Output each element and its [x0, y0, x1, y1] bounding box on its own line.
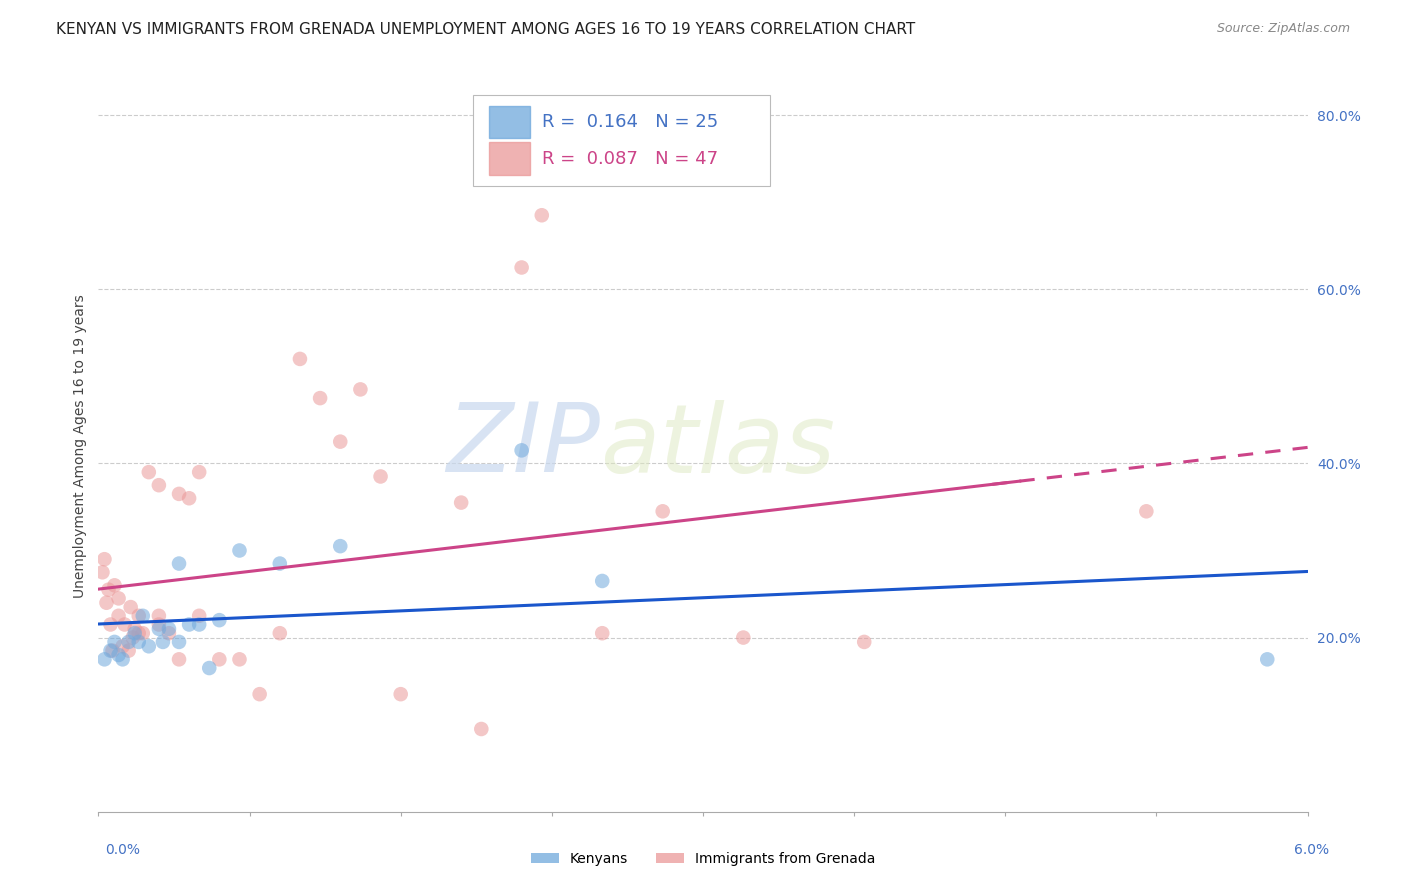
- Point: [198, 661, 221, 675]
- Point: [128, 626, 150, 640]
- Point: [111, 640, 134, 654]
- Text: R =  0.164   N = 25: R = 0.164 N = 25: [543, 113, 718, 131]
- Point: [167, 635, 190, 649]
- Point: [111, 652, 134, 666]
- Y-axis label: Unemployment Among Ages 16 to 19 years: Unemployment Among Ages 16 to 19 years: [73, 294, 87, 598]
- Point: [148, 478, 170, 492]
- Point: [96, 596, 118, 610]
- Point: [470, 722, 492, 736]
- Point: [188, 608, 211, 623]
- Point: [107, 591, 129, 606]
- Point: [100, 643, 122, 657]
- Text: Source: ZipAtlas.com: Source: ZipAtlas.com: [1216, 22, 1350, 36]
- Point: [100, 617, 122, 632]
- Point: [249, 687, 271, 701]
- FancyBboxPatch shape: [474, 95, 769, 186]
- Point: [128, 635, 150, 649]
- Point: [118, 635, 141, 649]
- Point: [733, 631, 755, 645]
- Point: [91, 566, 114, 580]
- Point: [510, 260, 533, 275]
- Text: R =  0.087   N = 47: R = 0.087 N = 47: [543, 150, 718, 168]
- Point: [107, 608, 129, 623]
- Point: [349, 383, 371, 397]
- Point: [208, 613, 231, 627]
- Point: [208, 652, 231, 666]
- Point: [591, 626, 613, 640]
- Text: 0.0%: 0.0%: [105, 843, 141, 857]
- Point: [124, 626, 146, 640]
- Point: [167, 652, 190, 666]
- Point: [1256, 652, 1278, 666]
- Point: [188, 465, 211, 479]
- Point: [101, 643, 124, 657]
- Point: [288, 351, 311, 366]
- Point: [651, 504, 673, 518]
- Point: [530, 208, 553, 222]
- Text: ZIP: ZIP: [446, 400, 600, 492]
- Point: [450, 495, 472, 509]
- Point: [269, 557, 291, 571]
- Point: [389, 687, 412, 701]
- Point: [124, 622, 146, 636]
- Point: [1135, 504, 1157, 518]
- Point: [370, 469, 392, 483]
- Point: [148, 617, 170, 632]
- Point: [157, 626, 180, 640]
- Point: [132, 626, 155, 640]
- Point: [591, 574, 613, 588]
- Point: [93, 652, 115, 666]
- Point: [228, 652, 250, 666]
- Legend: Kenyans, Immigrants from Grenada: Kenyans, Immigrants from Grenada: [526, 847, 880, 871]
- Point: [128, 608, 150, 623]
- Point: [157, 622, 180, 636]
- Point: [148, 608, 170, 623]
- Point: [121, 631, 143, 645]
- Text: KENYAN VS IMMIGRANTS FROM GRENADA UNEMPLOYMENT AMONG AGES 16 TO 19 YEARS CORRELA: KENYAN VS IMMIGRANTS FROM GRENADA UNEMPL…: [56, 22, 915, 37]
- Point: [179, 617, 201, 632]
- Point: [853, 635, 876, 649]
- Point: [118, 643, 141, 657]
- Point: [510, 443, 533, 458]
- FancyBboxPatch shape: [489, 105, 530, 138]
- Point: [179, 491, 201, 506]
- Text: 6.0%: 6.0%: [1294, 843, 1329, 857]
- Point: [329, 539, 352, 553]
- Point: [103, 578, 125, 592]
- Point: [107, 648, 129, 662]
- Point: [114, 617, 136, 632]
- FancyBboxPatch shape: [489, 142, 530, 175]
- Point: [167, 487, 190, 501]
- Point: [329, 434, 352, 449]
- Point: [120, 600, 142, 615]
- Point: [97, 582, 120, 597]
- Point: [188, 617, 211, 632]
- Text: atlas: atlas: [600, 400, 835, 492]
- Point: [309, 391, 332, 405]
- Point: [93, 552, 115, 566]
- Point: [148, 622, 170, 636]
- Point: [269, 626, 291, 640]
- Point: [167, 557, 190, 571]
- Point: [103, 635, 125, 649]
- Point: [138, 465, 160, 479]
- Point: [152, 635, 174, 649]
- Point: [132, 608, 155, 623]
- Point: [228, 543, 250, 558]
- Point: [138, 640, 160, 654]
